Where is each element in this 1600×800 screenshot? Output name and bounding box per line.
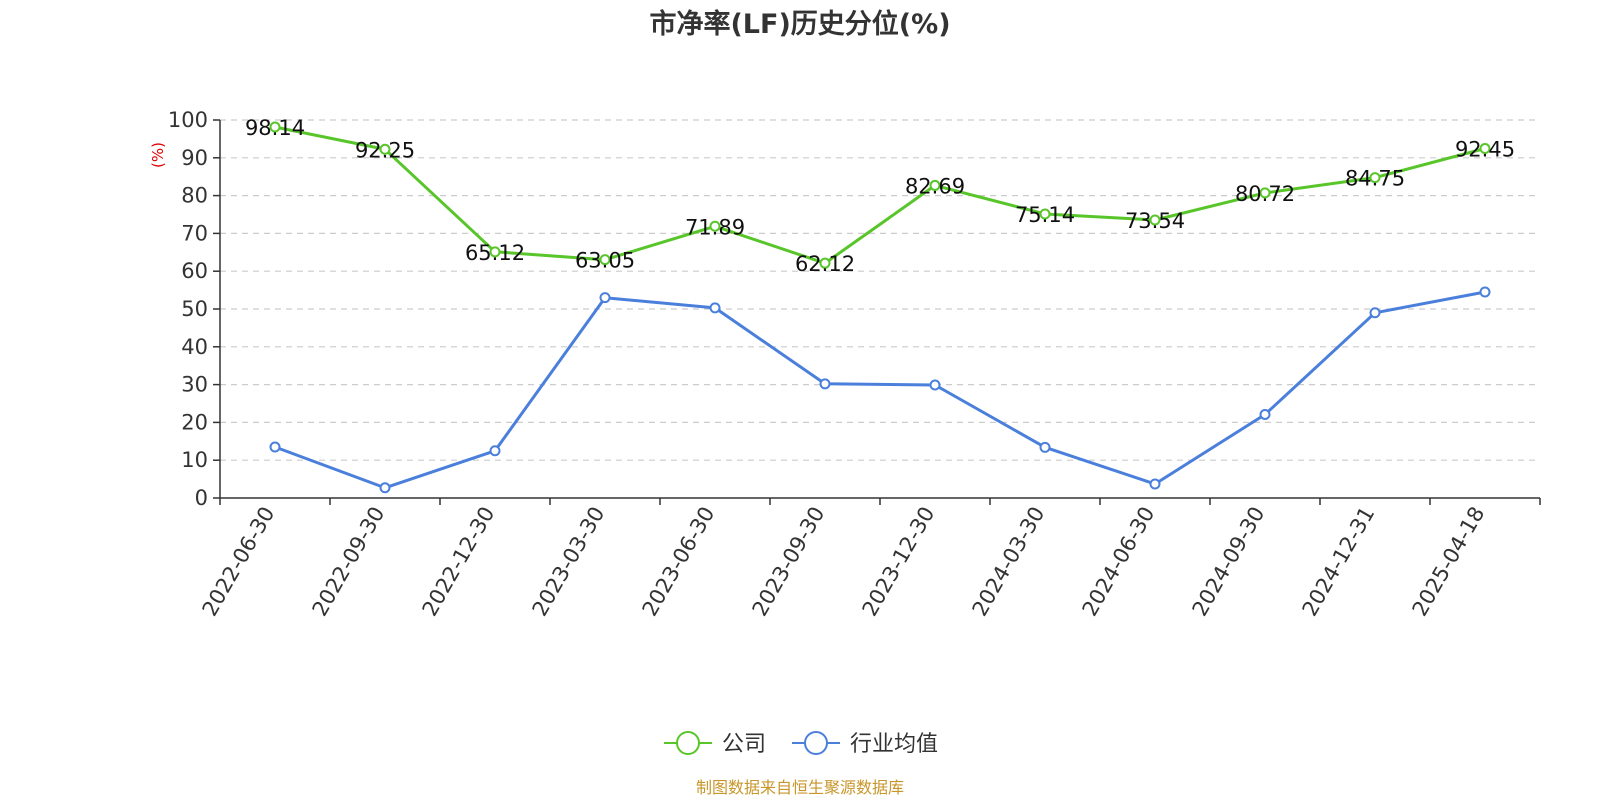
y-tick-label-10: 100: [168, 108, 208, 132]
data-point-s0-11[interactable]: [1479, 143, 1491, 155]
data-label-s0-11: 92.45: [1455, 138, 1515, 162]
data-label-s0-8: 73.54: [1125, 209, 1185, 233]
x-tick-label-10: 2024-12-31: [1298, 503, 1380, 621]
data-label-s0-5: 62.12: [795, 252, 855, 276]
data-label-s0-6: 82.69: [905, 174, 965, 198]
data-point-s1-11[interactable]: [1479, 286, 1491, 298]
series-layer: 98.14 92.25 65.12 63.05 71.89 62.12 82.69 75.14…: [245, 116, 1515, 494]
y-tick-label-1: 10: [181, 448, 208, 472]
data-point-s1-5[interactable]: [819, 378, 831, 390]
data-point-s0-6[interactable]: [929, 179, 941, 191]
y-tick-label-0: 0: [195, 486, 208, 510]
grid-lines: [220, 119, 1540, 461]
data-point-s0-7[interactable]: [1039, 208, 1051, 220]
data-point-s1-0[interactable]: [269, 441, 281, 453]
data-label-s0-0: 98.14: [245, 116, 305, 140]
data-point-s0-1[interactable]: [379, 143, 391, 155]
data-label-s0-1: 92.25: [355, 138, 415, 162]
data-point-s1-3[interactable]: [599, 292, 611, 304]
legend-marker-0: [676, 731, 700, 755]
y-tick-label-9: 90: [181, 146, 208, 170]
data-point-s0-4[interactable]: [709, 220, 721, 232]
chart-title: 市净率(LF)历史分位(%): [649, 8, 950, 40]
axes: [213, 119, 1541, 505]
data-point-s0-8[interactable]: [1149, 214, 1161, 226]
y-tick-label-3: 30: [181, 373, 208, 397]
data-point-s1-4[interactable]: [709, 302, 721, 314]
legend-label-1: 行业均值: [850, 732, 938, 757]
data-point-s0-10[interactable]: [1369, 172, 1381, 184]
data-point-s1-9[interactable]: [1259, 408, 1271, 420]
data-point-s0-9[interactable]: [1259, 187, 1271, 199]
data-point-s0-2[interactable]: [489, 246, 501, 258]
data-point-s0-3[interactable]: [599, 254, 611, 266]
x-tick-labels: 2022-06-30 2022-09-30 2022-12-30 2023-03-30…: [198, 503, 1490, 621]
x-tick-label-5: 2023-09-30: [748, 503, 830, 621]
y-tick-label-8: 80: [181, 184, 208, 208]
legend-item-0[interactable]: 公司: [664, 731, 766, 757]
series-line-0: [274, 125, 1486, 265]
y-tick-label-7: 70: [181, 221, 208, 245]
data-point-s1-6[interactable]: [929, 379, 941, 391]
x-tick-label-9: 2024-09-30: [1188, 503, 1270, 621]
data-label-s0-7: 75.14: [1015, 203, 1075, 227]
data-point-s0-0[interactable]: [269, 121, 281, 133]
x-tick-label-7: 2024-03-30: [968, 503, 1050, 621]
y-tick-label-6: 60: [181, 259, 208, 283]
legend-label-0: 公司: [722, 732, 766, 757]
data-point-s1-2[interactable]: [489, 445, 501, 457]
data-label-s0-4: 71.89: [685, 215, 745, 239]
x-tick-label-11: 2025-04-18: [1408, 503, 1490, 621]
y-tick-label-4: 40: [181, 335, 208, 359]
x-tick-label-8: 2024-06-30: [1078, 503, 1160, 621]
x-tick-label-2: 2022-12-30: [418, 503, 500, 621]
x-tick-label-1: 2022-09-30: [308, 503, 390, 621]
legend-item-1[interactable]: 行业均值: [792, 731, 938, 757]
data-label-s0-2: 65.12: [465, 241, 525, 265]
data-label-s0-9: 80.72: [1235, 182, 1295, 206]
data-point-s1-7[interactable]: [1039, 441, 1051, 453]
x-tick-label-4: 2023-06-30: [638, 503, 720, 621]
x-tick-label-6: 2023-12-30: [858, 503, 940, 621]
footer-source: 制图数据来自恒生聚源数据库: [696, 778, 904, 797]
data-point-s1-8[interactable]: [1149, 478, 1161, 490]
data-label-s0-3: 63.05: [575, 249, 635, 273]
y-tick-label-2: 20: [181, 410, 208, 434]
x-tick-label-3: 2023-03-30: [528, 503, 610, 621]
data-label-s0-10: 84.75: [1345, 167, 1405, 191]
legend-marker-1: [804, 731, 828, 755]
data-point-s1-10[interactable]: [1369, 307, 1381, 319]
data-point-s0-5[interactable]: [819, 257, 831, 269]
legend[interactable]: 公司 行业均值: [664, 731, 938, 757]
data-point-s1-1[interactable]: [379, 482, 391, 494]
y-axis-label: (%): [149, 142, 167, 168]
y-tick-label-5: 50: [181, 297, 208, 321]
series-line-1: [274, 290, 1486, 490]
x-tick-label-0: 2022-06-30: [198, 503, 280, 621]
y-tick-labels: 0 10 20 30 40 50 60 70 80 90 100: [168, 108, 208, 510]
